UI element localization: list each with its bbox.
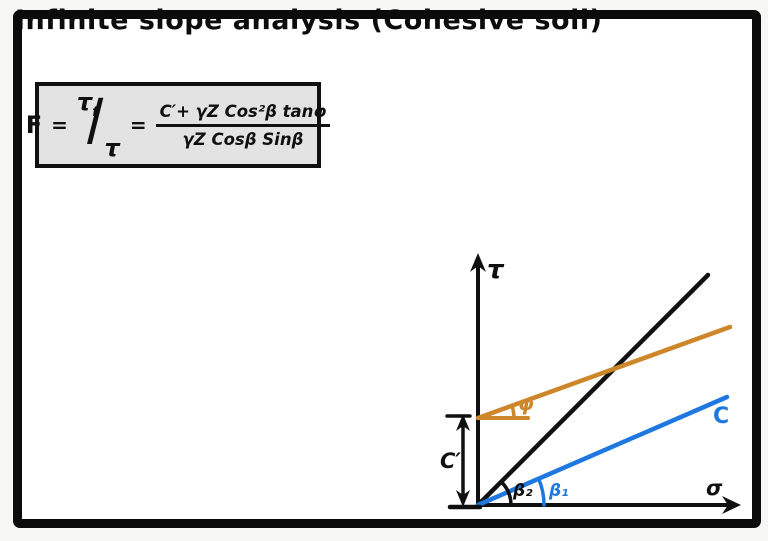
fraction-numerator: C′+ γZ Cos²β tanφ: [155, 102, 331, 127]
beta2-label: β₂: [512, 481, 533, 501]
x-axis-label: σ: [706, 476, 723, 500]
cohesion-line-label: C: [713, 404, 729, 429]
phi-angle-label: φ′: [518, 391, 540, 415]
formula-lhs: F: [25, 111, 43, 139]
tau-f-numerator: τf: [76, 88, 98, 120]
phi-angle-arc: [510, 404, 516, 420]
page-title: Infinite slope analysis (Cohesive soil): [15, 5, 603, 36]
beta2-angle-arc: [499, 479, 513, 507]
c-prime-arrowhead-bottom-icon: [456, 490, 470, 507]
tau-denominator: τ: [104, 134, 120, 162]
y-axis-arrowhead-icon: [470, 253, 486, 272]
strength-envelope-line: [475, 324, 733, 421]
y-axis-label: τ: [487, 255, 505, 285]
c-prime-label: C′: [440, 449, 461, 473]
formula-fraction: C′+ γZ Cos²β tanφ γZ Cosβ Sinβ: [155, 102, 331, 149]
fraction-denominator: γZ Cosβ Sinβ: [182, 129, 304, 149]
formula-tau-ratio: τf / τ: [77, 88, 121, 162]
c-prime-arrowhead-top-icon: [456, 414, 470, 431]
beta1-angle-arc: [536, 476, 546, 507]
cohesion-blue-line: [475, 394, 730, 508]
x-axis-arrowhead-icon: [722, 496, 741, 514]
formula-equals-1: =: [51, 113, 68, 137]
formula-box: F = τf / τ = C′+ γZ Cos²β tanφ γZ Cosβ S…: [26, 82, 331, 168]
mobilised-stress-line: [475, 272, 711, 508]
beta1-label: β₁: [548, 481, 569, 501]
stress-diagram: τ σ φ′ C′ β₂ β₁ C: [440, 253, 741, 514]
ratio-slash: /: [86, 88, 104, 153]
formula-equals-2: =: [129, 113, 147, 137]
